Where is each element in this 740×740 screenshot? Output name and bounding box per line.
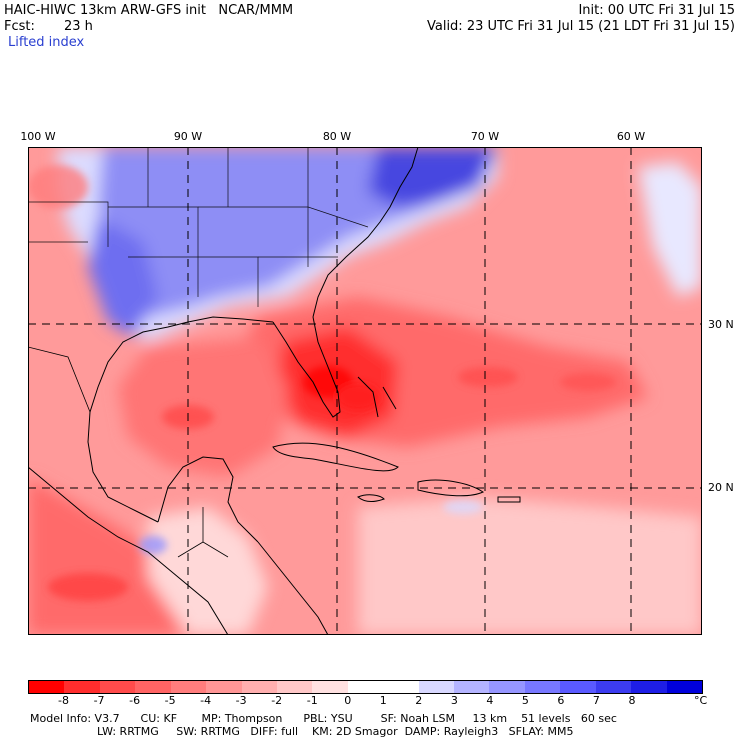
lon-label-90w: 90 W [173, 130, 203, 143]
central-america-coast [257, 541, 329, 635]
init-time: Init: 00 UTC Fri 31 Jul 15 [578, 3, 735, 18]
model-title: HAIC-HIWC 13km ARW-GFS init NCAR/MMM [4, 3, 294, 18]
graticule [28, 147, 702, 635]
colorbar-swatch [631, 681, 667, 693]
florida-coast [272, 316, 341, 418]
colorbar-tick-label: -5 [164, 694, 176, 707]
gulf-coast [87, 316, 274, 523]
colorbar-swatch [524, 681, 561, 693]
map-frame [28, 147, 702, 635]
colorbar-tick-label: -3 [235, 694, 247, 707]
northeast-strong-blue [368, 147, 498, 207]
state-borders [28, 147, 369, 307]
stability-field [28, 147, 702, 635]
colorbar-tick-label: -1 [306, 694, 318, 707]
bahamas [357, 376, 397, 418]
central-america-pale [148, 507, 268, 635]
forecast-label: Fcst: [4, 19, 35, 34]
colorbar-swatch [347, 681, 384, 693]
lon-label-100w: 100 W [20, 130, 56, 143]
colorbar-swatch [29, 681, 65, 693]
colorbar-tick-label: 2 [415, 694, 423, 707]
colorbar-tick-label: 6 [557, 694, 565, 707]
hispaniola [417, 479, 485, 497]
colorbar-tick-label: -7 [93, 694, 105, 707]
pacific-mexico-coast [28, 466, 229, 635]
lifted-index-map [28, 147, 702, 635]
caribbean-weak-region [358, 497, 702, 635]
colorbar-swatch [276, 681, 313, 693]
model-info-line1: Model Info: V3.7 CU: KF MP: Thompson PBL… [30, 712, 617, 725]
colorbar-tick-label: 5 [521, 694, 529, 707]
colorbar-swatch [595, 681, 632, 693]
colorbar-tick-label: 7 [592, 694, 600, 707]
gulf-unstable-region [118, 337, 288, 477]
atlantic-weak-blue [638, 162, 702, 297]
colorbar-swatch [560, 681, 596, 693]
colorbar-swatch [418, 681, 455, 693]
model-info-line2: LW: RRTMG SW: RRTMG DIFF: full KM: 2D Sm… [97, 725, 574, 738]
colorbar-tick-label: -2 [271, 694, 283, 707]
puerto-rico [497, 496, 521, 503]
lat-label-20n: 20 N [708, 481, 734, 494]
lat-label-30n: 30 N [708, 318, 734, 331]
colorbar-tick-label: 8 [628, 694, 636, 707]
colorbar-swatch [454, 681, 490, 693]
colorbar-tick-label: 1 [379, 694, 387, 707]
colorbar-tick-label: 0 [344, 694, 352, 707]
forecast-hour: 23 h [64, 19, 93, 34]
colorbar-swatch [99, 681, 136, 693]
yucatan-coast [157, 456, 259, 543]
colorbar-swatch [64, 681, 100, 693]
colorbar-unit: °C [694, 694, 708, 707]
colorbar-swatch [241, 681, 277, 693]
colorbar-tick-label: -6 [129, 694, 141, 707]
west-stable-lobe [88, 217, 158, 337]
lon-label-60w: 60 W [616, 130, 646, 143]
field-name: Lifted index [8, 35, 85, 50]
colorbar-swatch [383, 681, 419, 693]
jamaica [357, 494, 385, 502]
colorbar-swatch [666, 681, 703, 693]
us-east-coast [312, 147, 419, 318]
colorbar-swatch [312, 681, 348, 693]
colorbar-swatch [489, 681, 525, 693]
cuba [272, 442, 399, 472]
coastlines [28, 147, 521, 635]
lon-label-80w: 80 W [322, 130, 352, 143]
colorbar-swatch [170, 681, 207, 693]
colorbar-tick-label: 4 [486, 694, 494, 707]
colorbar-swatch [206, 681, 242, 693]
valid-time: Valid: 23 UTC Fri 31 Jul 15 (21 LDT Fri … [426, 19, 735, 34]
country-borders [28, 346, 229, 558]
lon-label-70w: 70 W [470, 130, 500, 143]
colorbar-tick-label: 3 [450, 694, 458, 707]
colorbar-swatch [135, 681, 171, 693]
colorbar-tick-label: -8 [58, 694, 69, 707]
colorbar-tick-label: -4 [200, 694, 212, 707]
colorbar [28, 680, 703, 694]
